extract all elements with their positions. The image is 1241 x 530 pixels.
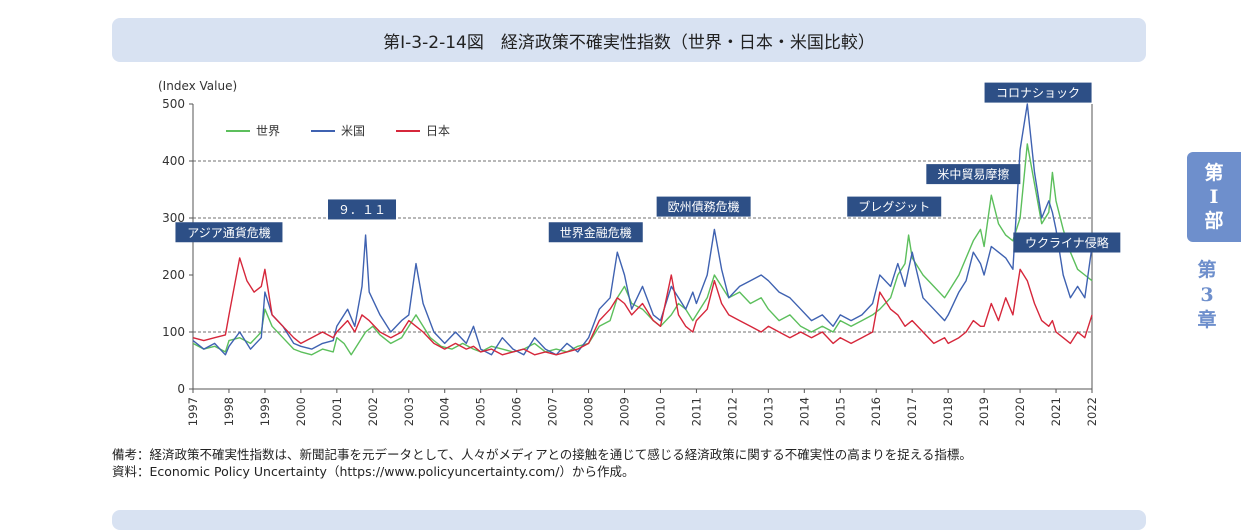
annotation-box-4 [656, 196, 751, 217]
x-tick-label: 2014 [797, 397, 811, 426]
annotation-box-5 [847, 196, 942, 217]
x-tick-label: 2003 [402, 397, 416, 426]
legend-label-2: 米国 [341, 124, 365, 138]
annotation-label-7: コロナショック [996, 86, 1080, 100]
figure-title: 第Ⅰ-3-2-14図 経済政策不確実性指数（世界・日本・米国比較） [383, 32, 875, 53]
y-tick-label: 300 [162, 211, 185, 225]
figure-notes: 備考：経済政策不確実性指数は、新聞記事を元データとして、人々がメディアとの接触を… [112, 446, 972, 480]
annotation-box-1 [175, 222, 283, 243]
legend-label-3: 日本 [426, 124, 450, 138]
x-tick-label: 2002 [366, 397, 380, 426]
part-char-3: 部 [1204, 210, 1224, 232]
x-tick-label: 2011 [689, 397, 703, 426]
x-tick-label: 2005 [474, 397, 488, 426]
line-chart: 0 100 200 300 400 500 (Index Value) 1997 1998 199… [158, 79, 1121, 426]
x-tick-label: 2004 [438, 397, 452, 426]
x-tick-label: 2008 [582, 397, 596, 426]
x-tick-label: 2009 [618, 397, 632, 426]
y-axis-label: (Index Value) [158, 79, 237, 93]
part-side-tab[interactable]: 第 Ⅰ 部 [1187, 152, 1241, 242]
annotation-box-2 [328, 199, 397, 220]
x-tick-label: 2001 [330, 397, 344, 426]
x-tick-label: 1998 [222, 397, 236, 426]
note-source: 資料：Economic Policy Uncertainty（https://w… [112, 464, 635, 479]
x-tick-label: 1997 [186, 397, 200, 426]
annotation-box-7 [984, 82, 1092, 103]
chapter-char-3: 章 [1197, 309, 1217, 331]
y-tick-label: 200 [162, 268, 185, 282]
annotation-box-8 [1013, 232, 1121, 253]
x-tick-label: 2020 [1013, 397, 1027, 426]
y-tick-label: 400 [162, 154, 185, 168]
x-tick-label: 2000 [294, 397, 308, 426]
series-line-3 [192, 257, 1093, 356]
x-tick-label: 1999 [258, 397, 272, 426]
x-tick-label: 2022 [1085, 397, 1099, 426]
y-tick-label: 100 [162, 325, 185, 339]
x-tick-label: 2012 [725, 397, 739, 426]
x-tick-label: 2021 [1049, 397, 1063, 426]
x-tick-label: 2007 [546, 397, 560, 426]
annotation-label-6: 米中貿易摩擦 [937, 167, 1009, 182]
x-tick-label: 2019 [977, 397, 991, 426]
legend-label-1: 世界 [256, 124, 280, 138]
part-char-1: 第 [1204, 162, 1224, 184]
annotation-label-8: ウクライナ侵略 [1025, 235, 1109, 250]
annotation-label-1: アジア通貨危機 [187, 225, 271, 240]
annotation-box-3 [548, 222, 643, 243]
part-char-2: Ⅰ [1209, 186, 1219, 208]
annotation-label-4: 欧州債務危機 [668, 199, 740, 214]
annotation-label-2: ９．１１ [338, 203, 386, 217]
x-tick-label: 2013 [761, 397, 775, 426]
series-line-1 [192, 143, 1093, 356]
x-tick-label: 2015 [833, 397, 847, 426]
next-figure-bar [112, 510, 1146, 530]
chapter-char-2: 3 [1200, 284, 1214, 306]
y-tick-label: 0 [177, 382, 185, 396]
x-tick-label: 2018 [941, 397, 955, 426]
note-remarks: 備考：経済政策不確実性指数は、新聞記事を元データとして、人々がメディアとの接触を… [112, 447, 972, 462]
x-tick-label: 2017 [905, 397, 919, 426]
annotation-label-5: ブレグジット [858, 199, 930, 214]
chapter-side-label[interactable]: 第 3 章 [1187, 258, 1227, 333]
x-tick-label: 2006 [510, 397, 524, 426]
series-line-2 [192, 103, 1093, 356]
annotation-label-3: 世界金融危機 [560, 225, 632, 240]
y-tick-label: 500 [162, 97, 185, 111]
x-tick-label: 2016 [869, 397, 883, 426]
figure-title-bar: 第Ⅰ-3-2-14図 経済政策不確実性指数（世界・日本・米国比較） [112, 18, 1146, 62]
chapter-char-1: 第 [1197, 259, 1217, 281]
annotation-box-6 [926, 164, 1021, 185]
x-tick-label: 2010 [653, 397, 667, 426]
